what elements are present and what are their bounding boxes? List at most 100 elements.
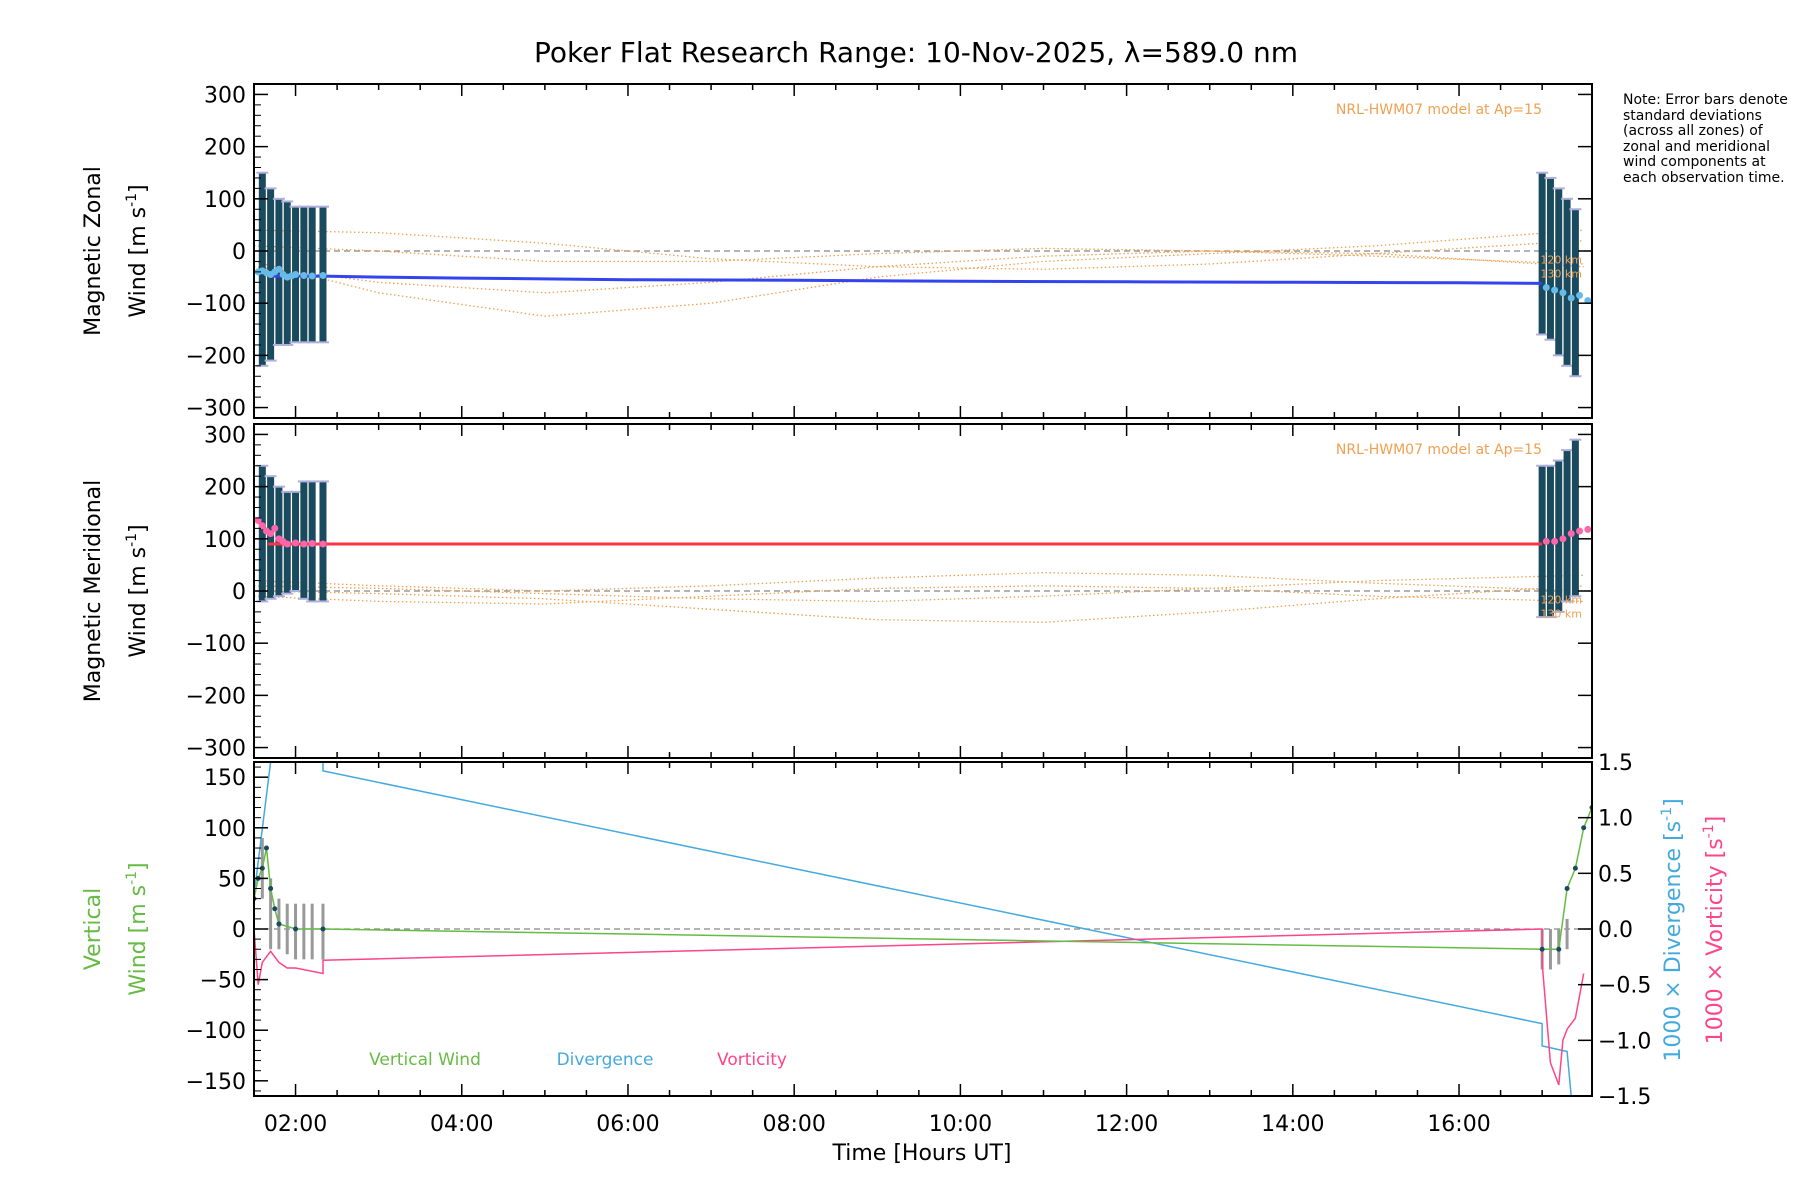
- x-tick-label: 14:00: [1261, 1112, 1324, 1137]
- zonal-wind-point: [1559, 289, 1567, 297]
- y2-tick-label: −1.0: [1598, 1029, 1651, 1054]
- vertical-wind-point: [1581, 825, 1587, 831]
- y-tick-label: 50: [218, 867, 246, 892]
- y-tick-label: 200: [204, 136, 246, 161]
- meridional-wind-point: [258, 522, 266, 530]
- meridional-wind-point: [1567, 530, 1575, 538]
- y-tick-label: 150: [204, 766, 246, 791]
- y2-tick-label: −0.5: [1598, 974, 1651, 999]
- model-curve-4: [254, 574, 1584, 603]
- y-tick-label: 300: [204, 423, 246, 448]
- y-axis-label-line2: Wind [m s-1]: [124, 524, 151, 657]
- meridional-wind-point: [271, 524, 279, 532]
- y-tick-label: 200: [204, 476, 246, 501]
- y2-axis-label-divergence: 1000 × Divergence [s-1]: [1659, 798, 1686, 1061]
- vertical-wind-point: [1572, 865, 1578, 871]
- y-tick-label: −100: [186, 632, 246, 657]
- zonal-wind-point: [1584, 297, 1592, 305]
- y-tick-label: −300: [186, 397, 246, 422]
- legend-item-3: Vorticity: [717, 1050, 787, 1070]
- zonal-wind-point: [1576, 291, 1584, 299]
- meridional-wind-point: [292, 539, 300, 547]
- y-axis-label-line1: Magnetic Zonal: [81, 166, 106, 336]
- meridional-wind-point: [254, 517, 262, 525]
- zonal-wind-point: [308, 272, 316, 280]
- y-tick-label: −100: [186, 1019, 246, 1044]
- model-curve-1: [254, 572, 1584, 592]
- meridional-wind-point: [1584, 525, 1592, 533]
- model-label: NRL-HWM07 model at Ap=15: [1336, 442, 1542, 458]
- y-axis-label-line1: Vertical: [81, 888, 106, 970]
- meridional-wind-point: [1576, 527, 1584, 535]
- legend-item-1: Vertical Wind: [369, 1050, 481, 1070]
- vertical-wind-point: [272, 906, 278, 912]
- y-tick-label: −50: [200, 969, 246, 994]
- model-alt-label-130: 130 km: [1540, 607, 1582, 620]
- y-tick-label: −100: [186, 292, 246, 317]
- y-tick-label: 0: [232, 918, 246, 943]
- model-curve-1: [254, 229, 1584, 270]
- plot-area-zonal: [254, 171, 1592, 378]
- y-axis-label-line2: Wind [m s-1]: [124, 184, 151, 317]
- plot-area-meridional: [254, 438, 1592, 623]
- y2-tick-label: 0.5: [1598, 862, 1633, 887]
- zonal-wind-point: [292, 270, 300, 278]
- x-tick-label: 04:00: [430, 1112, 493, 1137]
- vertical-wind-point: [259, 865, 265, 871]
- model-curve-2: [254, 245, 1584, 265]
- vertical-wind-point: [1556, 946, 1562, 952]
- chart-title: Poker Flat Research Range: 10-Nov-2025, …: [534, 36, 1298, 69]
- plot-area-vertical: [254, 762, 1592, 1096]
- y-tick-label: −300: [186, 737, 246, 762]
- x-tick-label: 16:00: [1427, 1112, 1490, 1137]
- y-axis-label-line1: Magnetic Meridional: [81, 480, 106, 702]
- zonal-wind-point: [275, 265, 283, 273]
- y2-tick-label: 1.5: [1598, 751, 1633, 776]
- model-alt-label-130: 130 km: [1540, 267, 1582, 280]
- y-tick-label: −150: [186, 1070, 246, 1095]
- model-curve-2: [254, 585, 1584, 623]
- meridional-wind-point: [1559, 535, 1567, 543]
- vorticity-line: [254, 928, 1585, 1086]
- x-tick-label: 08:00: [762, 1112, 825, 1137]
- meridional-wind-point: [1551, 537, 1559, 545]
- y2-tick-label: 0.0: [1598, 918, 1633, 943]
- vertical-wind-point: [263, 845, 269, 851]
- vertical-wind-point: [320, 926, 326, 932]
- y-tick-label: −200: [186, 684, 246, 709]
- meridional-wind-point: [1542, 537, 1550, 545]
- model-curve-3: [254, 229, 1584, 317]
- y-tick-label: 300: [204, 83, 246, 108]
- x-tick-label: 10:00: [929, 1112, 992, 1137]
- model-alt-label-120: 120 km: [1540, 593, 1582, 606]
- y-tick-label: 0: [232, 240, 246, 265]
- zonal-wind-point: [319, 272, 327, 280]
- meridional-wind-point: [319, 540, 327, 548]
- vertical-wind-point: [293, 926, 299, 932]
- vertical-wind-point: [268, 886, 274, 892]
- meridional-wind-point: [283, 540, 291, 548]
- x-axis-label: Time [Hours UT]: [832, 1141, 1012, 1166]
- x-tick-label: 12:00: [1095, 1112, 1158, 1137]
- x-tick-label: 02:00: [264, 1112, 327, 1137]
- x-tick-label: 06:00: [596, 1112, 659, 1137]
- zonal-wind-fit-line: [268, 274, 1543, 285]
- y-tick-label: 100: [204, 817, 246, 842]
- vertical-wind-point: [1564, 886, 1570, 892]
- zonal-wind-point: [1551, 286, 1559, 294]
- meridional-wind-point: [267, 530, 275, 538]
- model-curve-4: [254, 250, 1584, 294]
- panel-vertical: 1.5 1.0 0.5 0.0 −0.5 −1.0 −1.5 1000 × Divergenc…: [81, 751, 1728, 1166]
- zonal-wind-point: [1542, 284, 1550, 292]
- vertical-wind-point: [1539, 946, 1545, 952]
- model-label: NRL-HWM07 model at Ap=15: [1336, 102, 1542, 118]
- zonal-wind-point: [1567, 294, 1575, 302]
- vertical-wind-point: [276, 921, 282, 927]
- zonal-wind-point: [300, 272, 308, 280]
- meridional-wind-point: [300, 540, 308, 548]
- meridional-wind-point: [308, 540, 316, 548]
- y-tick-label: 100: [204, 188, 246, 213]
